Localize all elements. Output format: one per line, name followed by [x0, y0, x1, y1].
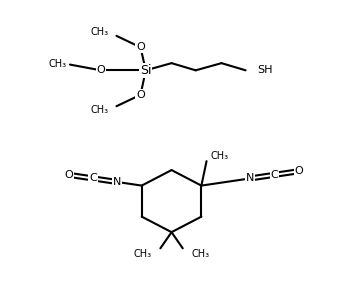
Text: Si: Si [140, 64, 152, 77]
Text: SH: SH [258, 65, 273, 75]
Text: O: O [295, 166, 303, 176]
Text: O: O [97, 65, 105, 75]
Text: CH₃: CH₃ [48, 59, 66, 69]
Text: CH₃: CH₃ [134, 248, 152, 258]
Text: O: O [136, 90, 145, 100]
Text: C: C [89, 173, 97, 183]
Text: N: N [246, 173, 254, 183]
Text: CH₃: CH₃ [91, 27, 109, 38]
Text: CH₃: CH₃ [211, 151, 229, 161]
Text: O: O [64, 170, 73, 180]
Text: CH₃: CH₃ [191, 248, 210, 258]
Text: C: C [271, 170, 279, 180]
Text: CH₃: CH₃ [91, 105, 109, 115]
Text: O: O [136, 42, 145, 52]
Text: N: N [113, 177, 121, 187]
